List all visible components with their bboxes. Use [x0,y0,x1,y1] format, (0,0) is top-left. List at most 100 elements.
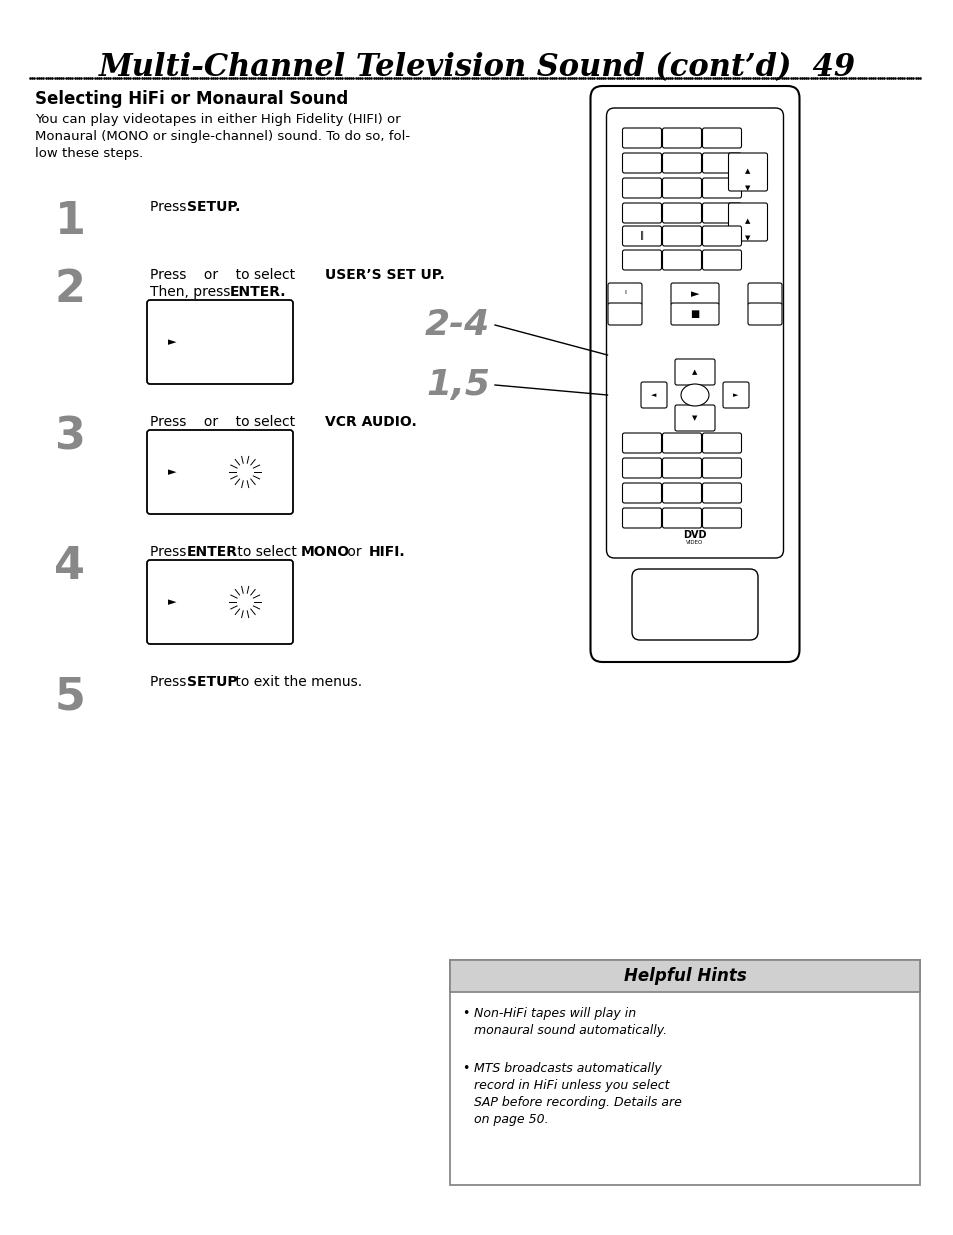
Text: ►: ► [733,391,738,398]
Text: 2-4: 2-4 [424,308,490,342]
FancyBboxPatch shape [670,283,719,305]
FancyBboxPatch shape [701,203,740,224]
FancyBboxPatch shape [675,359,714,385]
Text: ■: ■ [690,309,699,319]
FancyBboxPatch shape [450,960,919,1186]
FancyBboxPatch shape [661,433,700,453]
Ellipse shape [680,384,708,406]
FancyBboxPatch shape [661,458,700,478]
Text: ENTER.: ENTER. [230,285,286,299]
Text: Press    or    to select: Press or to select [150,415,299,429]
Text: Non-HiFi tapes will play in
monaural sound automatically.: Non-HiFi tapes will play in monaural sou… [474,1007,666,1037]
Text: ▲: ▲ [744,219,750,224]
FancyBboxPatch shape [701,153,740,173]
FancyBboxPatch shape [701,483,740,503]
Text: USER’S SET UP.: USER’S SET UP. [325,268,444,282]
FancyBboxPatch shape [607,283,641,305]
FancyBboxPatch shape [661,128,700,148]
FancyBboxPatch shape [622,508,660,529]
FancyBboxPatch shape [622,433,660,453]
FancyBboxPatch shape [622,483,660,503]
Text: ►: ► [168,337,176,347]
Text: VCR AUDIO.: VCR AUDIO. [325,415,416,429]
Text: •: • [461,1062,469,1074]
FancyBboxPatch shape [606,107,782,558]
Text: 4: 4 [54,545,86,588]
FancyBboxPatch shape [661,153,700,173]
Text: ◄: ◄ [651,391,656,398]
Text: ▲: ▲ [692,369,697,375]
FancyBboxPatch shape [661,178,700,198]
FancyBboxPatch shape [747,303,781,325]
FancyBboxPatch shape [722,382,748,408]
FancyBboxPatch shape [640,382,666,408]
FancyBboxPatch shape [622,153,660,173]
FancyBboxPatch shape [701,226,740,246]
FancyBboxPatch shape [147,559,293,643]
Text: Press: Press [150,200,191,214]
FancyBboxPatch shape [147,300,293,384]
Text: ▲: ▲ [744,168,750,174]
Text: or: or [343,545,366,559]
Text: DVD: DVD [682,530,706,540]
Text: ►: ► [690,289,699,299]
Text: to select: to select [233,545,301,559]
Text: Press: Press [150,545,191,559]
Text: Then, press: Then, press [150,285,234,299]
FancyBboxPatch shape [670,303,719,325]
Text: Multi-Channel Television Sound (cont’d)  49: Multi-Channel Television Sound (cont’d) … [98,52,855,83]
FancyBboxPatch shape [701,128,740,148]
Text: 3: 3 [54,415,86,458]
FancyBboxPatch shape [622,226,660,246]
FancyBboxPatch shape [631,569,758,640]
FancyBboxPatch shape [607,303,641,325]
FancyBboxPatch shape [622,178,660,198]
FancyBboxPatch shape [622,249,660,270]
Text: Press    or    to select: Press or to select [150,268,299,282]
Text: HIFI.: HIFI. [369,545,405,559]
FancyBboxPatch shape [661,203,700,224]
FancyBboxPatch shape [661,226,700,246]
FancyBboxPatch shape [450,960,919,992]
FancyBboxPatch shape [701,178,740,198]
FancyBboxPatch shape [728,203,767,241]
FancyBboxPatch shape [661,249,700,270]
Text: ►: ► [168,467,176,477]
Text: 1: 1 [54,200,86,243]
FancyBboxPatch shape [701,433,740,453]
FancyBboxPatch shape [701,508,740,529]
FancyBboxPatch shape [622,203,660,224]
Text: Press: Press [150,676,191,689]
Text: 2: 2 [54,268,86,311]
Text: VIDEO: VIDEO [685,540,703,545]
FancyBboxPatch shape [747,283,781,305]
Text: •: • [461,1007,469,1020]
FancyBboxPatch shape [675,405,714,431]
Text: ‖: ‖ [639,231,643,241]
Text: ►: ► [168,597,176,606]
Text: to exit the menus.: to exit the menus. [231,676,362,689]
Text: ENTER: ENTER [187,545,237,559]
FancyBboxPatch shape [728,153,767,191]
Text: ▼: ▼ [692,415,697,421]
FancyBboxPatch shape [701,249,740,270]
Text: 1,5: 1,5 [426,368,490,403]
FancyBboxPatch shape [661,483,700,503]
Text: You can play videotapes in either High Fidelity (HIFI) or
Monaural (MONO or sing: You can play videotapes in either High F… [35,112,410,161]
Text: SETUP.: SETUP. [187,200,240,214]
FancyBboxPatch shape [147,430,293,514]
Text: MTS broadcasts automatically
record in HiFi unless you select
SAP before recordi: MTS broadcasts automatically record in H… [474,1062,681,1126]
FancyBboxPatch shape [622,458,660,478]
Text: ▼: ▼ [744,185,750,191]
Text: Helpful Hints: Helpful Hints [623,967,745,986]
Text: 5: 5 [54,676,86,718]
FancyBboxPatch shape [701,458,740,478]
FancyBboxPatch shape [661,508,700,529]
Text: MONO: MONO [301,545,350,559]
FancyBboxPatch shape [622,128,660,148]
Text: ▼: ▼ [744,235,750,241]
Text: Selecting HiFi or Monaural Sound: Selecting HiFi or Monaural Sound [35,90,348,107]
Text: ᑊ: ᑊ [623,289,625,299]
FancyBboxPatch shape [590,86,799,662]
Text: SETUP: SETUP [187,676,237,689]
